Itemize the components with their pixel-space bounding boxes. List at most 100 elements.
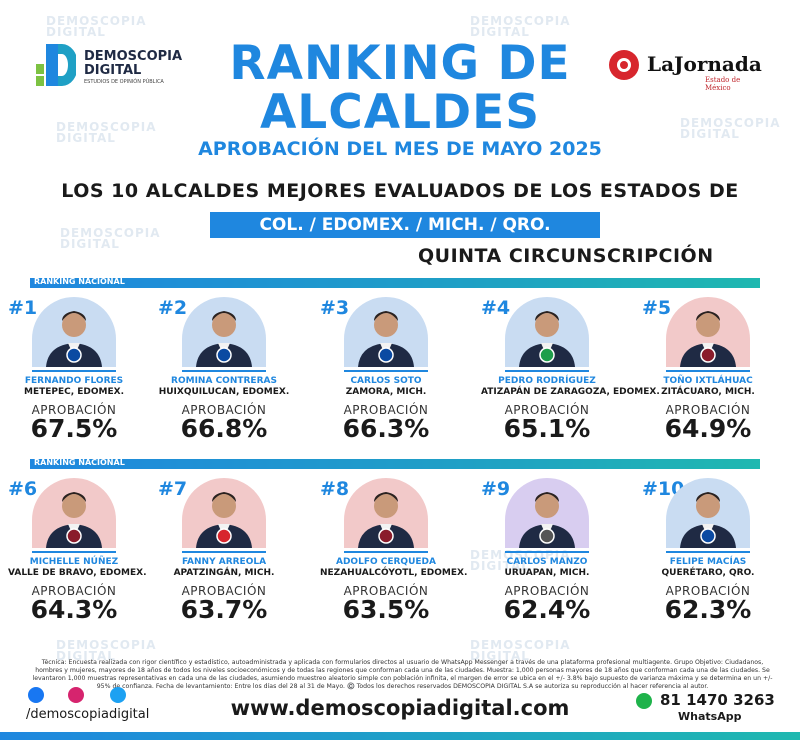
mayor-card: #5 TOÑO IXTLÁHUAC ZITÁCUARO, MICH. APROB… — [642, 297, 792, 447]
watermark: DEMOSCOPIA DIGITAL — [680, 116, 781, 141]
portrait-icon — [505, 478, 589, 548]
whatsapp-contact[interactable]: 81 1470 3263 WhatsApp — [636, 691, 776, 725]
mayor-place: VALLE DE BRAVO, EDOMEX. — [8, 568, 147, 578]
name-divider — [505, 551, 589, 553]
rank-number: #7 — [158, 478, 188, 500]
title-line-2: ALCALDES — [259, 85, 541, 140]
ranking-label: RANKING NACIONAL — [34, 277, 125, 286]
name-divider — [666, 370, 750, 372]
mayor-place: URUAPAN, MICH. — [504, 568, 590, 578]
portrait-icon — [182, 297, 266, 367]
watermark: DEMOSCOPIA DIGITAL — [470, 14, 571, 39]
ranking-bar: RANKING NACIONAL — [30, 277, 760, 288]
technical-note: Técnica: Encuesta realizada con rigor ci… — [32, 659, 773, 690]
mayor-name: FERNANDO FLORES — [24, 376, 124, 386]
portrait-icon — [32, 478, 116, 548]
portrait-icon — [666, 478, 750, 548]
mayor-place: ZAMORA, MICH. — [345, 387, 427, 397]
mayor-place: APATZINGÁN, MICH. — [173, 568, 275, 578]
whatsapp-label: WhatsApp — [678, 710, 742, 723]
facebook-icon[interactable] — [28, 687, 44, 703]
watermark: DEMOSCOPIA DIGITAL — [470, 548, 571, 573]
rank-number: #2 — [158, 297, 188, 319]
mayor-photo — [666, 478, 750, 548]
mayor-photo — [666, 297, 750, 367]
approval-value: 63.5% — [342, 595, 430, 624]
mayor-place: METEPEC, EDOMEX. — [23, 387, 125, 397]
mayor-place: NEZAHUALCÓYOTL, EDOMEX. — [320, 568, 468, 578]
mayor-name: ADOLFO CERQUEDA — [336, 557, 436, 567]
mayor-card: #6 MICHELLE NÚÑEZ VALLE DE BRAVO, EDOMEX… — [8, 478, 158, 628]
name-divider — [32, 551, 116, 553]
partner-sub: Estado de México — [705, 76, 741, 92]
mayor-place: ATIZAPÁN DE ZARAGOZA, EDOMEX. — [481, 387, 660, 397]
demoscopia-logo-icon — [36, 44, 76, 86]
name-divider — [666, 551, 750, 553]
portrait-icon — [344, 297, 428, 367]
brand-tagline: ESTUDIOS DE OPINIÓN PÚBLICA — [84, 79, 164, 85]
mayor-card: #2 ROMINA CONTRERAS HUIXQUILUCAN, EDOMEX… — [158, 297, 308, 447]
mayor-name: TOÑO IXTLÁHUAC — [663, 376, 753, 386]
mayor-card: #1 FERNANDO FLORES METEPEC, EDOMEX. APRO… — [8, 297, 158, 447]
name-divider — [182, 551, 266, 553]
mayor-photo — [32, 478, 116, 548]
rank-number: #4 — [481, 297, 511, 319]
instagram-icon[interactable] — [68, 687, 84, 703]
rank-number: #1 — [8, 297, 38, 319]
approval-value: 64.3% — [30, 595, 118, 624]
mayor-photo — [505, 478, 589, 548]
website-link[interactable]: www.demoscopiadigital.com — [230, 696, 570, 720]
mayor-name: ROMINA CONTRERAS — [171, 376, 277, 386]
portrait-icon — [505, 297, 589, 367]
approval-label: APROBACIÓN — [504, 584, 590, 598]
approval-label: APROBACIÓN — [665, 584, 751, 598]
approval-label: APROBACIÓN — [181, 403, 267, 417]
name-divider — [182, 370, 266, 372]
watermark: DEMOSCOPIA DIGITAL — [60, 226, 161, 251]
mayor-photo — [344, 297, 428, 367]
states-banner: COL. / EDOMEX. / MICH. / QRO. — [210, 212, 600, 238]
partner-name: LaJornada — [647, 52, 762, 76]
ranking-bar: RANKING NACIONAL — [30, 458, 760, 469]
approval-value: 67.5% — [30, 414, 118, 443]
mayor-name: MICHELLE NÚÑEZ — [29, 557, 119, 567]
mayor-name: FELIPE MACÍAS — [669, 557, 747, 567]
approval-label: APROBACIÓN — [31, 584, 117, 598]
brand-name: DEMOSCOPIA DIGITAL — [84, 49, 183, 78]
mayor-card: #7 FANNY ARREOLA APATZINGÁN, MICH. APROB… — [158, 478, 308, 628]
name-divider — [505, 370, 589, 372]
approval-value: 66.3% — [342, 414, 430, 443]
approval-label: APROBACIÓN — [665, 403, 751, 417]
approval-label: APROBACIÓN — [31, 403, 117, 417]
bottom-bar — [0, 732, 800, 740]
mayor-photo — [182, 297, 266, 367]
portrait-icon — [32, 297, 116, 367]
mayor-photo — [344, 478, 428, 548]
watermark: DEMOSCOPIA DIGITAL — [46, 14, 147, 39]
mayor-name: CARLOS MANZO — [506, 557, 588, 567]
social-icons — [26, 687, 166, 703]
mayor-card: #4 PEDRO RODRÍGUEZ ATIZAPÁN DE ZARAGOZA,… — [481, 297, 660, 447]
name-divider — [344, 551, 428, 553]
demoscopia-logo: DEMOSCOPIA DIGITAL ESTUDIOS DE OPINIÓN PÚ… — [36, 44, 196, 88]
rank-number: #8 — [320, 478, 350, 500]
mayor-card: #3 CARLOS SOTO ZAMORA, MICH. APROBACIÓN … — [320, 297, 470, 447]
mayor-photo — [32, 297, 116, 367]
mayor-place: QUERÉTARO, QRO. — [661, 568, 755, 578]
social-handle[interactable]: /demoscopiadigital — [26, 707, 150, 722]
approval-value: 62.4% — [503, 595, 591, 624]
title-line-1: RANKING DE — [229, 36, 571, 91]
mayor-name: PEDRO RODRÍGUEZ — [498, 376, 596, 386]
mayor-card: #10 FELIPE MACÍAS QUERÉTARO, QRO. APROBA… — [642, 478, 792, 628]
phone-number: 81 1470 3263 — [660, 691, 775, 709]
twitter-icon[interactable] — [110, 687, 126, 703]
rank-number: #5 — [642, 297, 672, 319]
approval-label: APROBACIÓN — [504, 403, 590, 417]
mayor-card: #8 ADOLFO CERQUEDA NEZAHUALCÓYOTL, EDOME… — [320, 478, 470, 628]
approval-value: 62.3% — [664, 595, 752, 624]
name-divider — [32, 370, 116, 372]
rank-number: #9 — [481, 478, 511, 500]
approval-label: APROBACIÓN — [343, 584, 429, 598]
approval-label: APROBACIÓN — [181, 584, 267, 598]
rank-number: #6 — [8, 478, 38, 500]
